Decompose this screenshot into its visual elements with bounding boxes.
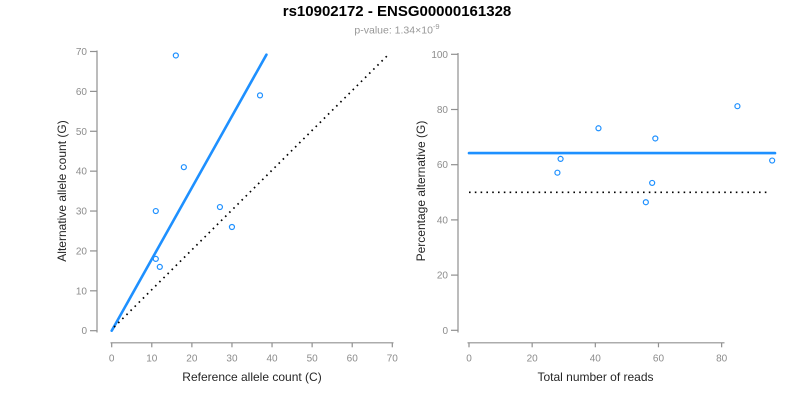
multiply-sign: × [415, 24, 422, 37]
y-tick-label: 0 [81, 326, 87, 337]
data-point [557, 155, 564, 163]
data-point [652, 135, 659, 142]
x-tick-label: 20 [527, 354, 539, 365]
y-tick-label: 40 [437, 215, 449, 226]
right-scatter-panel: 0 20 40 60 80 0 20 40 60 80 100 Total number of rea… [414, 50, 777, 384]
y-tick-label: 100 [431, 50, 448, 61]
x-tick-label: 30 [226, 354, 238, 365]
data-point [769, 157, 776, 164]
x-tick-label: 50 [307, 354, 319, 365]
y-tick-label: 70 [76, 47, 88, 58]
identity-line [113, 53, 390, 328]
y-tick-label: 20 [437, 271, 449, 282]
data-point [152, 255, 159, 263]
y-tick-label: 10 [76, 286, 88, 297]
data-point [180, 164, 187, 171]
x-tick-label: 20 [186, 354, 198, 365]
chart-title: rs10902172 - ENSG00000161328 [282, 3, 512, 20]
p-value-prefix: p-value: [354, 24, 395, 37]
p-value-subtitle: p-value: 1.34×10-9 [0, 22, 794, 37]
y-tick-label: 20 [76, 246, 88, 257]
y-axis-title: Percentage alternative (G) [414, 121, 428, 262]
x-tick-label: 0 [109, 354, 115, 365]
p-value-mantissa: 1.34 [394, 24, 416, 37]
x-axis-title: Reference allele count (C) [182, 370, 321, 384]
data-point [156, 263, 163, 270]
data-point [172, 52, 179, 59]
fit-line [110, 53, 268, 333]
data-point [554, 169, 561, 176]
x-tick-label: 40 [266, 354, 278, 365]
y-tick-label: 0 [442, 326, 448, 337]
p-value-exponent: -9 [432, 22, 440, 31]
data-point [649, 179, 656, 187]
x-tick-label: 70 [387, 354, 399, 365]
data-point [642, 199, 649, 206]
x-tick-label: 0 [466, 354, 472, 365]
left-scatter-panel: 0 10 20 30 40 50 60 70 0 10 20 30 40 50 60 70 Reference … [55, 47, 398, 384]
data-point [595, 125, 602, 132]
y-tick-label: 30 [76, 207, 88, 218]
data-point [734, 103, 741, 110]
data-point [152, 207, 159, 215]
data-point [216, 203, 224, 211]
x-tick-label: 10 [146, 354, 158, 365]
x-tick-label: 60 [653, 354, 665, 365]
y-axis-title: Alternative allele count (G) [55, 120, 69, 261]
x-tick-label: 60 [347, 354, 359, 365]
y-tick-label: 80 [437, 105, 449, 116]
x-axis-title: Total number of reads [537, 370, 653, 384]
x-tick-label: 40 [590, 354, 602, 365]
y-tick-label: 60 [76, 87, 88, 98]
data-point [256, 92, 264, 99]
y-tick-label: 40 [76, 167, 88, 178]
x-tick-label: 80 [716, 354, 728, 365]
y-tick-label: 60 [437, 160, 449, 171]
p-value-base: 10 [421, 24, 433, 37]
data-point [228, 223, 236, 231]
y-tick-label: 50 [76, 127, 88, 138]
